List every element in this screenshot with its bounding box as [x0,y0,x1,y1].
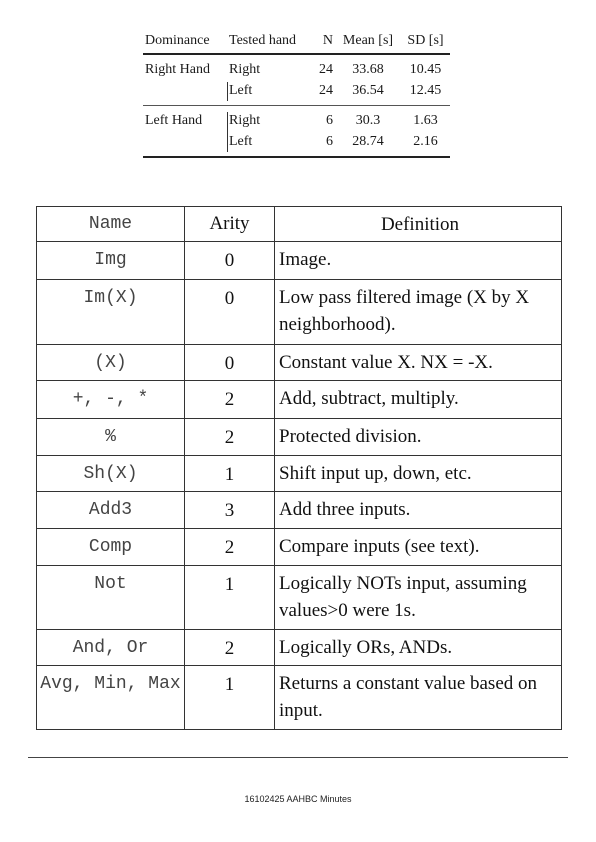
cell-name: Comp [36,528,185,566]
cell-dominance: Left Hand [145,113,203,128]
stats-table: Dominance Tested hand N Mean [s] SD [s] … [143,31,450,158]
bottom-rule [143,156,450,158]
header-n: N [322,33,333,48]
cell-arity: 2 [184,380,275,419]
cell-definition: Returns a constant value based on input. [274,665,562,730]
header-mean: Mean [s] [342,33,394,48]
cell-arity: 0 [184,241,275,280]
cell-n: 24 [319,62,333,77]
table-row: Add3 3 Add three inputs. [36,491,562,529]
cell-n: 6 [326,134,333,149]
cell-sd: 12.45 [409,83,442,98]
cell-name: Add3 [36,491,185,529]
cell-sd: 2.16 [413,134,438,149]
header-sd: SD [s] [407,33,444,48]
cell-name: Avg, Min, Max [36,665,185,730]
cell-name: Not [36,565,185,630]
cell-tested-hand: Left [229,83,253,98]
stats-row: Left Hand Right 6 30.3 1.63 [143,111,450,131]
cell-definition: Logically ORs, ANDs. [274,629,562,666]
cell-mean: 33.68 [352,62,384,77]
cell-arity: 2 [184,629,275,666]
header-name: Name [36,206,185,242]
table-row: +, -, * 2 Add, subtract, multiply. [36,380,562,419]
table-row: Avg, Min, Max 1 Returns a constant value… [36,665,562,730]
cell-sd: 10.45 [409,62,442,77]
cell-sd: 1.63 [413,113,438,128]
table-row: Comp 2 Compare inputs (see text). [36,528,562,566]
cell-mean: 36.54 [352,83,384,98]
definitions-table: Name Arity Definition Img 0 Image. Im(X)… [36,206,562,730]
cell-n: 6 [326,113,333,128]
header-definition: Definition [274,206,562,242]
table-row: Img 0 Image. [36,241,562,280]
page-footer: 16102425 AAHBC Minutes [244,794,352,804]
table-row: % 2 Protected division. [36,418,562,456]
cell-definition: Shift input up, down, etc. [274,455,562,492]
cell-arity: 1 [184,455,275,492]
hand-divider [227,82,228,101]
cell-name: Sh(X) [36,455,185,492]
cell-name: % [36,418,185,456]
cell-name: (X) [36,344,185,381]
cell-tested-hand: Right [229,62,261,77]
definitions-header-row: Name Arity Definition [36,206,562,242]
footer-divider [28,757,568,758]
cell-arity: 3 [184,491,275,529]
cell-name: Img [36,241,185,280]
table-row: And, Or 2 Logically ORs, ANDs. [36,629,562,666]
header-tested-hand: Tested hand [229,33,297,48]
stats-row: Left 6 28.74 2.16 [143,132,450,152]
cell-mean: 28.74 [352,134,384,149]
cell-name: And, Or [36,629,185,666]
cell-definition: Constant value X. NX = -X. [274,344,562,381]
cell-definition: Image. [274,241,562,280]
cell-name: Im(X) [36,279,185,345]
stats-row: Right Hand Right 24 33.68 10.45 [143,60,450,80]
cell-name: +, -, * [36,380,185,419]
cell-definition: Add three inputs. [274,491,562,529]
header-dominance: Dominance [145,33,210,48]
cell-mean: 30.3 [355,113,381,128]
cell-definition: Low pass filtered image (X by X neighbor… [274,279,562,345]
cell-definition: Protected division. [274,418,562,456]
group-rule [143,105,450,106]
header-rule [143,53,450,55]
table-row: (X) 0 Constant value X. NX = -X. [36,344,562,381]
cell-arity: 0 [184,344,275,381]
header-arity: Arity [184,206,275,242]
cell-arity: 1 [184,565,275,630]
cell-arity: 2 [184,418,275,456]
cell-arity: 0 [184,279,275,345]
stats-header-row: Dominance Tested hand N Mean [s] SD [s] [143,31,450,51]
cell-definition: Logically NOTs input, assuming values>0 … [274,565,562,630]
table-row: Im(X) 0 Low pass filtered image (X by X … [36,279,562,345]
cell-arity: 2 [184,528,275,566]
cell-arity: 1 [184,665,275,730]
hand-divider [227,112,228,152]
cell-tested-hand: Left [229,134,253,149]
table-row: Sh(X) 1 Shift input up, down, etc. [36,455,562,492]
cell-n: 24 [319,83,333,98]
cell-definition: Compare inputs (see text). [274,528,562,566]
cell-tested-hand: Right [229,113,261,128]
stats-row: Left 24 36.54 12.45 [143,81,450,101]
table-row: Not 1 Logically NOTs input, assuming val… [36,565,562,630]
cell-definition: Add, subtract, multiply. [274,380,562,419]
cell-dominance: Right Hand [145,62,210,77]
